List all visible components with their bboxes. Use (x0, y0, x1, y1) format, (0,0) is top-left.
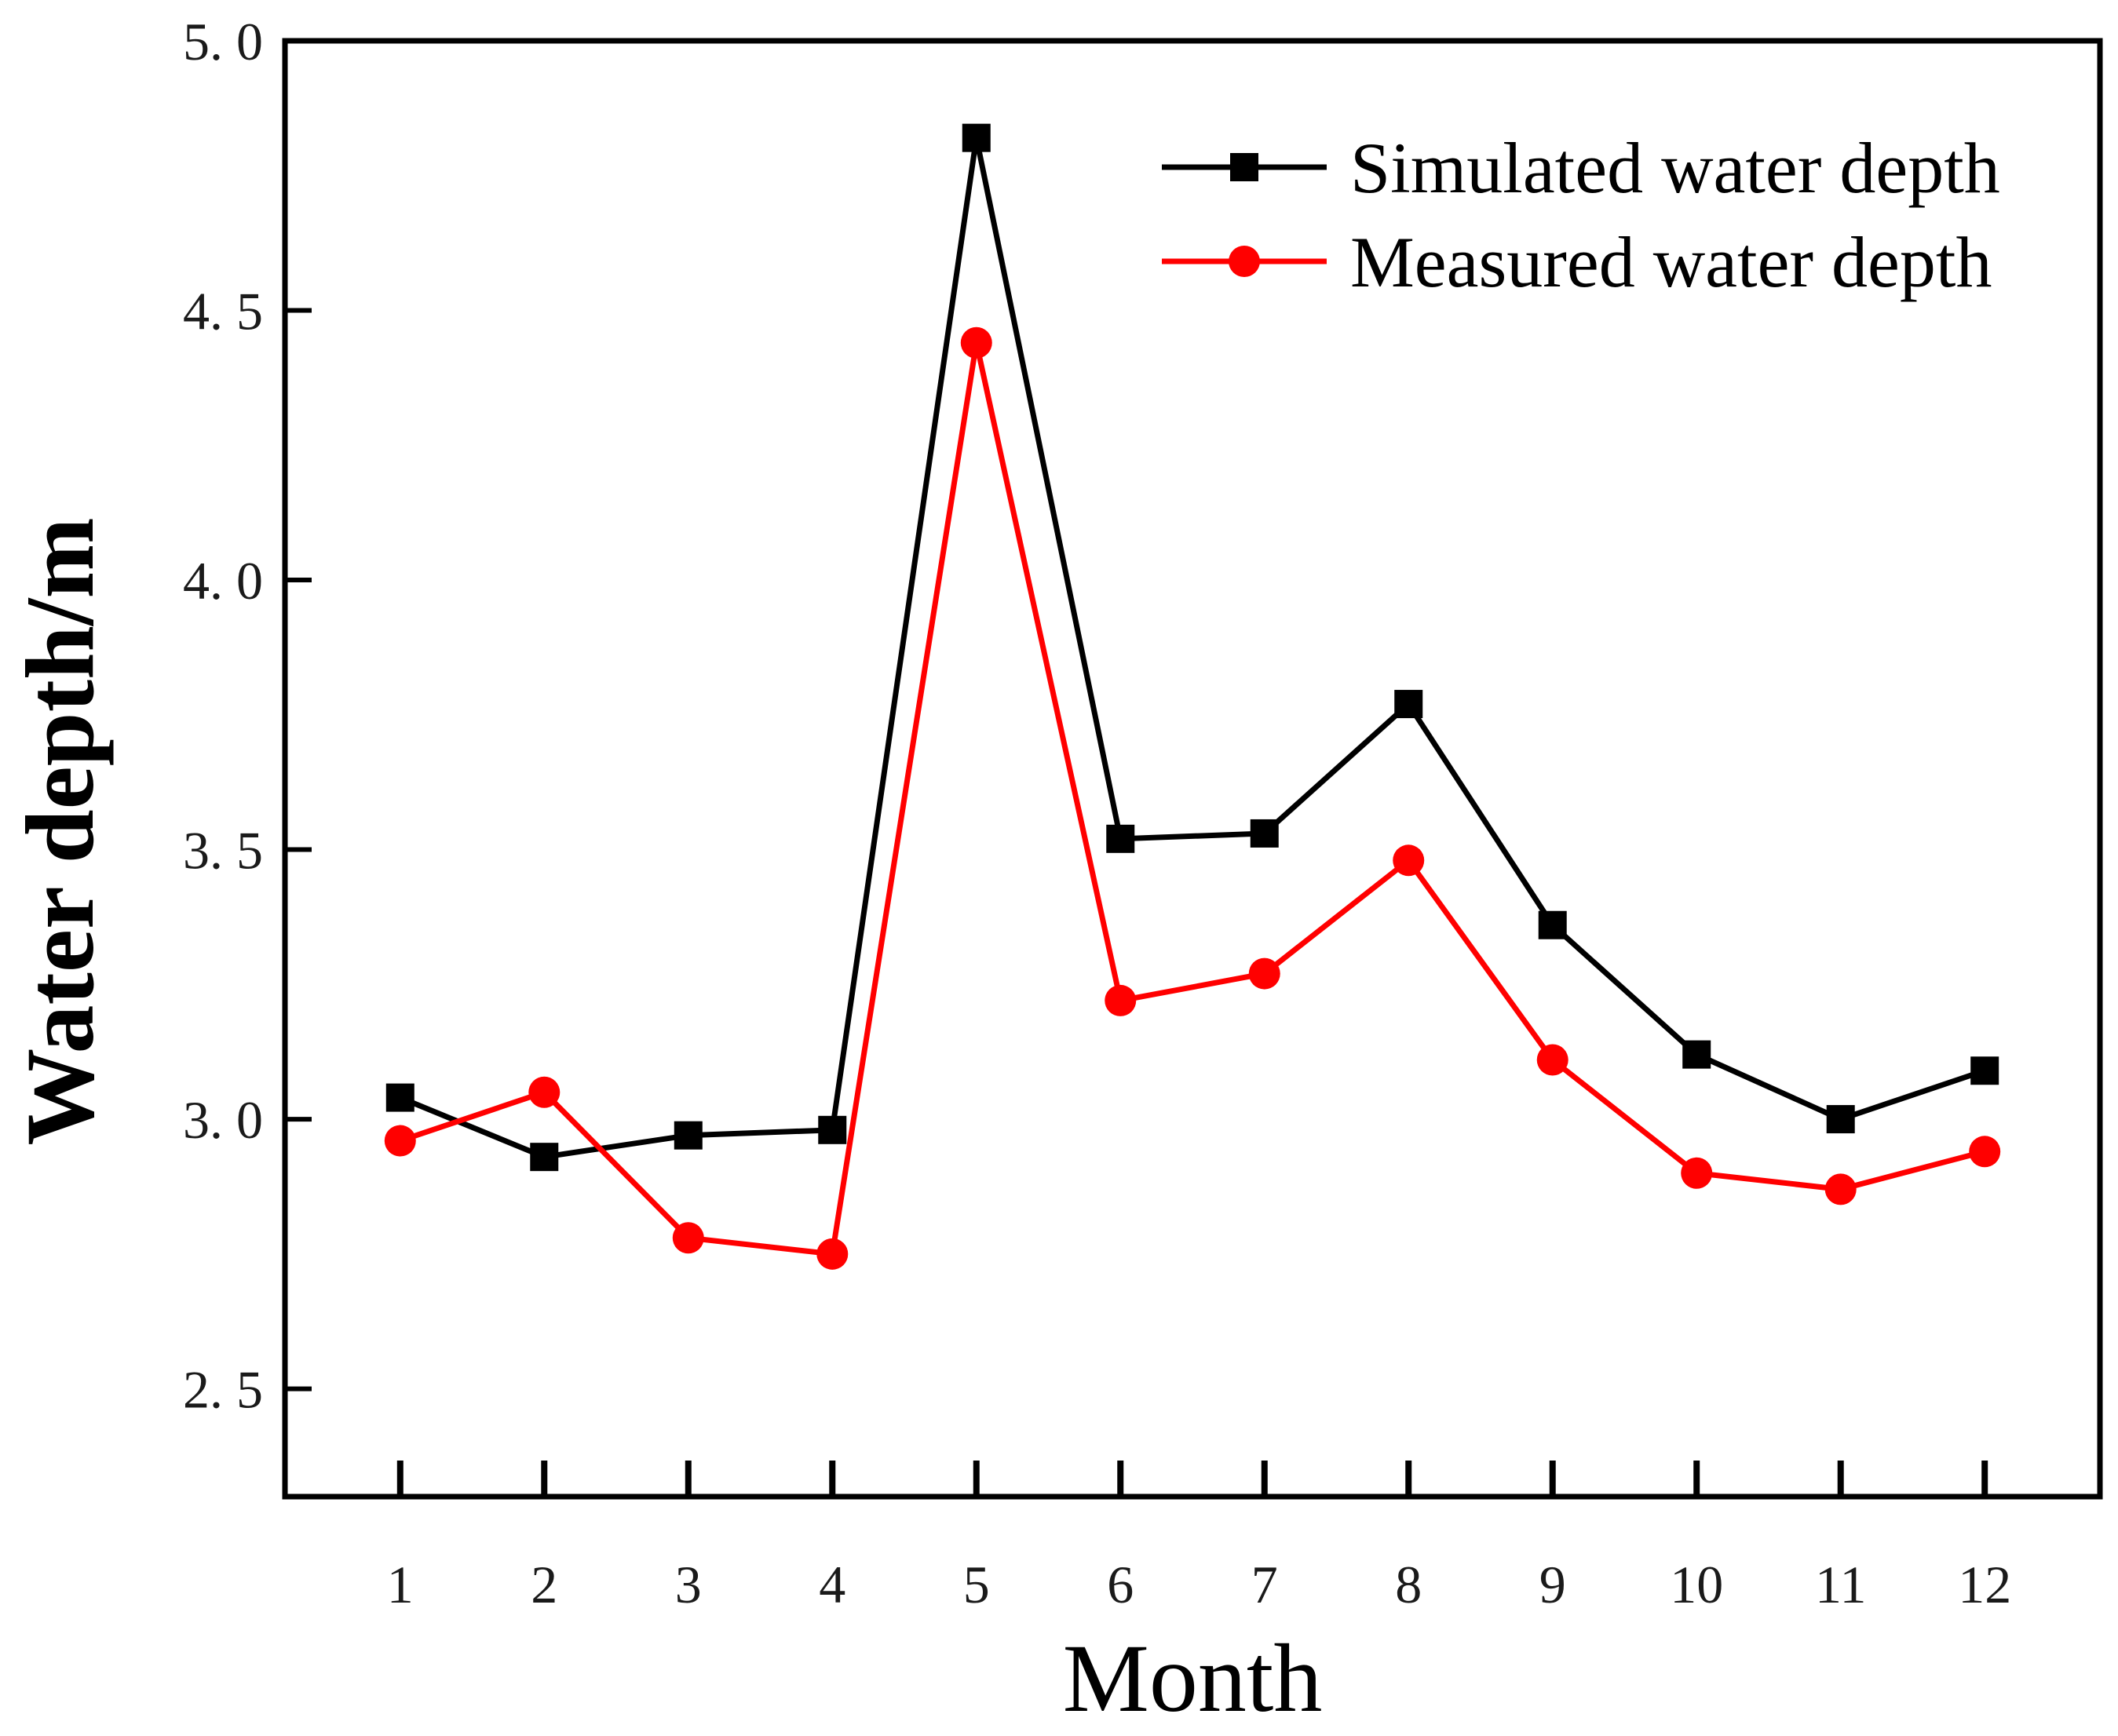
x-tick-label: 8 (1395, 1555, 1422, 1614)
x-tick-label: 1 (387, 1555, 414, 1614)
data-point (816, 1238, 849, 1270)
data-point (528, 1076, 561, 1108)
data-point (1394, 690, 1423, 719)
series-layer (384, 123, 2001, 1270)
data-point (1826, 1105, 1855, 1134)
x-tick-label: 5 (963, 1555, 990, 1614)
data-point (384, 1125, 416, 1157)
data-point (1538, 910, 1567, 939)
data-point (385, 1083, 414, 1112)
data-point (1970, 1056, 1999, 1085)
x-tick-label: 12 (1958, 1555, 2011, 1614)
data-point (1824, 1173, 1857, 1205)
legend-marker (1229, 246, 1260, 277)
x-tick-label: 6 (1107, 1555, 1134, 1614)
data-point (1681, 1157, 1713, 1189)
data-point (1105, 984, 1137, 1016)
axes (282, 38, 2103, 1500)
x-tick-label: 9 (1539, 1555, 1566, 1614)
series-line (399, 137, 1986, 1160)
legend-label: Measured water depth (1350, 222, 1992, 302)
legend-marker (1230, 153, 1258, 181)
y-tick-label: 2. 5 (183, 1360, 263, 1420)
data-point (1106, 824, 1135, 853)
y-tick-label: 5. 0 (183, 12, 263, 71)
x-axis-title: Month (1063, 1625, 1323, 1732)
legend-item: Simulated water depth (1162, 128, 2000, 208)
data-point (672, 1222, 704, 1254)
y-axis-ticks: 2. 5 3. 0 3. 5 4. 0 4. 5 5. 0 (183, 12, 312, 1420)
y-tick-label: 4. 5 (183, 282, 263, 341)
x-tick-label: 2 (531, 1555, 557, 1614)
y-tick-label: 3. 0 (183, 1090, 263, 1150)
y-tick-label: 3. 5 (183, 821, 263, 881)
data-point (674, 1121, 703, 1150)
x-tick-label: 11 (1815, 1555, 1866, 1614)
x-tick-label: 10 (1670, 1555, 1723, 1614)
data-point (530, 1143, 559, 1172)
data-point (1393, 844, 1425, 877)
series-2 (384, 326, 2001, 1270)
plot-frame (282, 38, 2103, 1500)
data-point (1969, 1136, 2001, 1168)
legend-label: Simulated water depth (1350, 128, 2000, 208)
series-line (399, 341, 1986, 1257)
x-tick-label: 7 (1251, 1555, 1278, 1614)
data-point (1682, 1040, 1711, 1069)
series-1 (385, 123, 1999, 1172)
y-axis-title: Water depth/m (6, 517, 114, 1145)
data-point (818, 1115, 847, 1144)
data-point (1536, 1044, 1568, 1076)
x-tick-label: 3 (675, 1555, 702, 1614)
data-point (1248, 957, 1280, 990)
data-point (960, 326, 992, 359)
y-tick-label: 4. 0 (183, 551, 263, 611)
legend: Simulated water depth Measured water dept… (1162, 128, 2000, 302)
data-point (962, 123, 991, 152)
data-point (1250, 819, 1279, 848)
x-axis-ticks: 1 2 3 4 5 6 7 8 9 10 11 12 (387, 1461, 2011, 1614)
x-tick-label: 4 (819, 1555, 845, 1614)
legend-item: Measured water depth (1162, 222, 1992, 302)
